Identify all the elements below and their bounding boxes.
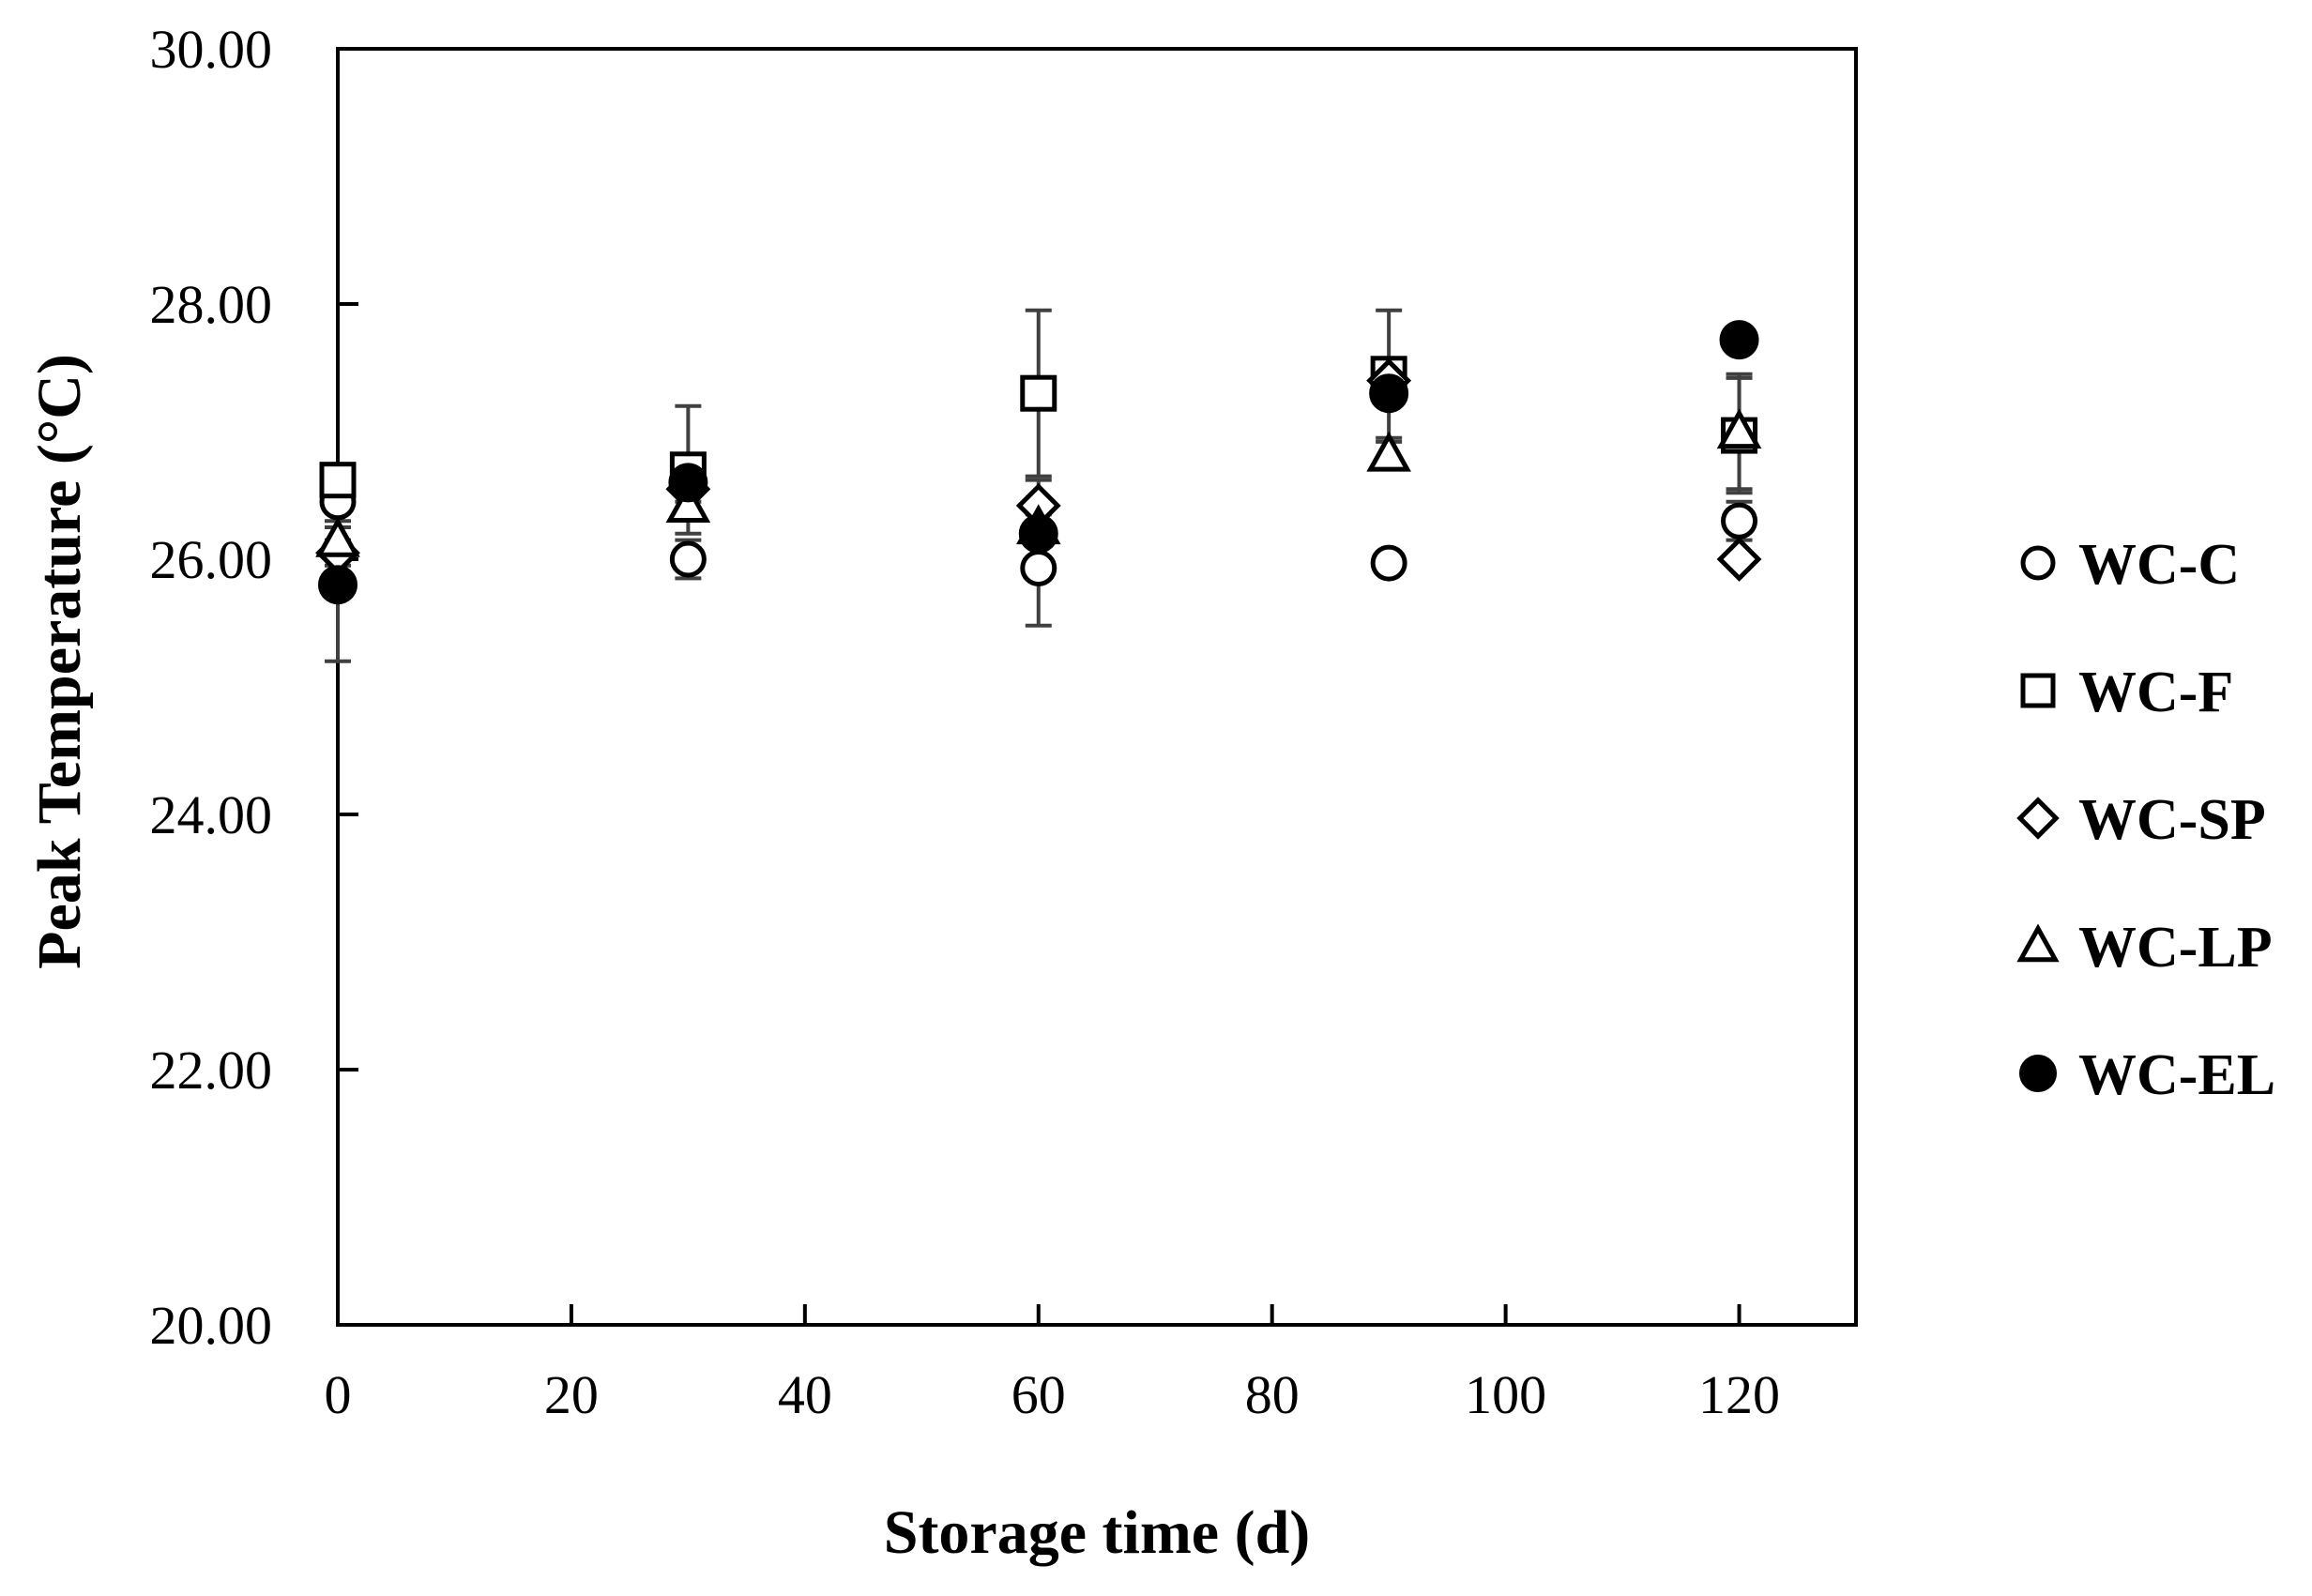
x-tick-label: 80	[1245, 1364, 1300, 1425]
wc-lp-point	[1716, 408, 1762, 449]
wc-el-point	[668, 463, 708, 503]
wc-el-point	[1369, 373, 1409, 414]
legend-marker-wc-lp	[2016, 923, 2060, 963]
y-tick-label: 20.00	[150, 1295, 273, 1356]
y-tick-label: 26.00	[150, 529, 273, 590]
wc-f-point	[319, 462, 357, 499]
legend-label-wc-f: WC-F	[2078, 661, 2233, 724]
legend-label-wc-c: WC-C	[2078, 533, 2240, 597]
wc-f-point	[1020, 374, 1057, 412]
wc-el-point	[318, 565, 357, 605]
legend-marker-wc-c	[2020, 545, 2056, 581]
wc-el-point	[1719, 320, 1759, 360]
legend-marker-wc-el	[2019, 1055, 2057, 1092]
legend-label-wc-el: WC-EL	[2078, 1043, 2275, 1107]
legend-label-wc-lp: WC-LP	[2078, 916, 2273, 980]
wc-el-point	[1018, 513, 1058, 554]
y-tick-label: 28.00	[150, 274, 273, 335]
wc-lp-point	[665, 482, 711, 524]
wc-sp-point	[1716, 537, 1762, 582]
wc-c-point	[1020, 550, 1057, 587]
x-tick-label: 100	[1465, 1364, 1546, 1425]
y-tick-label: 24.00	[150, 784, 273, 845]
wc-c-point	[669, 540, 707, 578]
x-axis-title: Storage time (d)	[884, 1498, 1311, 1567]
legend-item-wc-sp: WC-SP	[2016, 788, 2266, 852]
wc-lp-point	[1366, 431, 1411, 472]
legend-item-wc-f: WC-F	[2020, 661, 2233, 724]
wc-c-point	[1721, 502, 1758, 540]
legend-label-wc-sp: WC-SP	[2078, 788, 2266, 852]
y-tick-label: 22.00	[150, 1040, 273, 1101]
x-tick-label: 40	[778, 1364, 832, 1425]
x-tick-label: 20	[544, 1364, 599, 1425]
legend-item-wc-el: WC-EL	[2019, 1043, 2275, 1107]
legend-item-wc-c: WC-C	[2020, 533, 2240, 597]
x-tick-label: 0	[325, 1364, 352, 1425]
legend-item-wc-lp: WC-LP	[2016, 916, 2273, 980]
wc-lp-point	[315, 516, 360, 557]
legend-marker-wc-f	[2020, 673, 2056, 708]
y-tick-label: 30.00	[150, 19, 273, 80]
x-tick-label: 120	[1698, 1364, 1780, 1425]
plot-area-frame	[336, 47, 1858, 1327]
legend-marker-wc-sp	[2016, 797, 2060, 840]
y-axis-title: Peak Temperature (°C)	[25, 354, 94, 969]
x-tick-label: 60	[1012, 1364, 1066, 1425]
wc-c-point	[1370, 544, 1407, 582]
